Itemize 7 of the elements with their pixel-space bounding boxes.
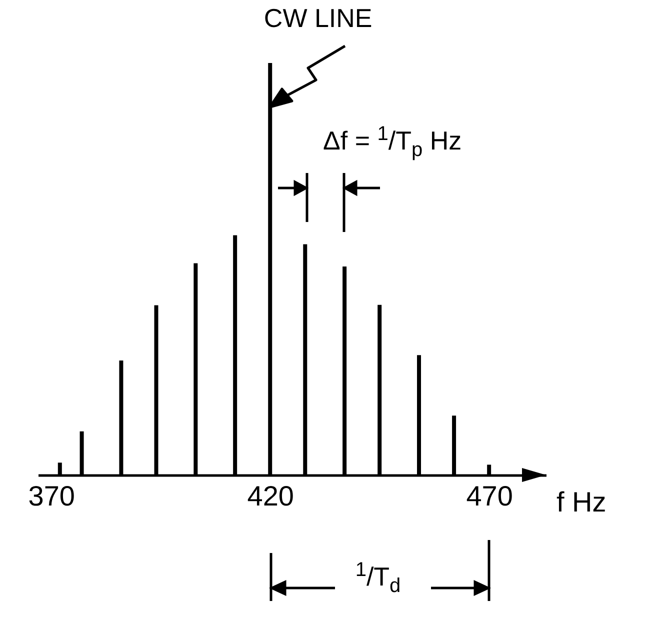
x-tick-label: 470 [466,480,513,512]
x-tick-label: 420 [247,480,294,512]
text: $^{1}$/T$_{d}$ [355,559,401,597]
annotation: CW LINE [264,3,372,34]
x-tick-label: 370 [28,480,75,512]
annotation: Δf = $^{1}$/T$_{p}$ Hz [323,123,462,161]
x-axis-title: f Hz [556,486,606,518]
